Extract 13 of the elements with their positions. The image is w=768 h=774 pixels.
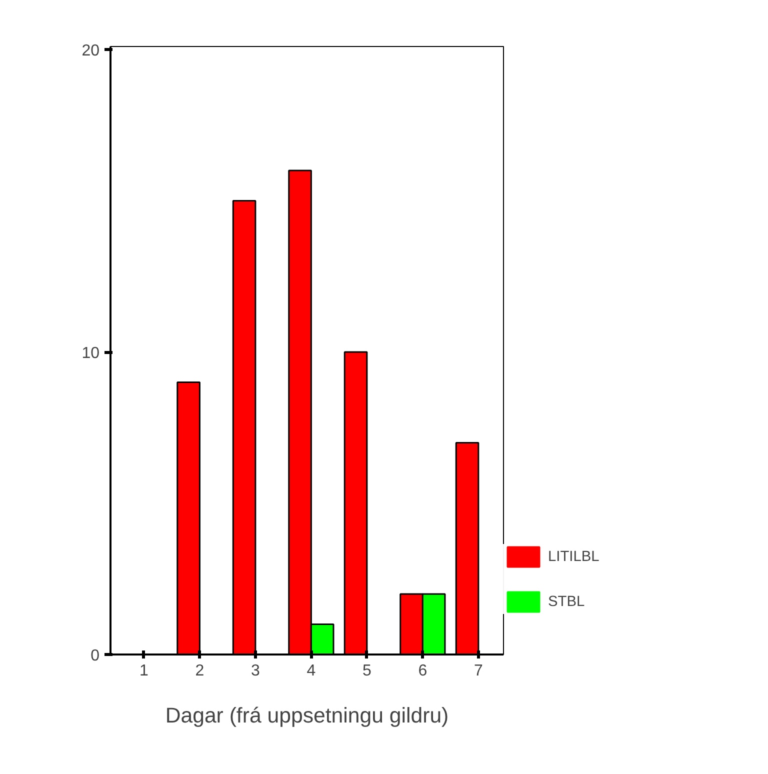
legend-label: STBL: [548, 594, 585, 610]
x-tick-label: 5: [362, 662, 372, 680]
x-tick-label: 4: [306, 662, 316, 680]
x-axis-title: Dagar (frá uppsetningu gildru): [165, 704, 449, 728]
x-tick-label: 6: [418, 662, 428, 680]
x-tick-label: 1: [140, 662, 148, 680]
x-tick-label: 7: [474, 662, 483, 680]
y-tick-label: 10: [82, 345, 100, 362]
y-tick-label: 0: [90, 648, 100, 664]
legend-label: LITILBL: [548, 548, 600, 564]
x-tick-label: 3: [250, 662, 260, 680]
x-tick-label: 2: [195, 662, 204, 680]
y-tick-label: 20: [82, 42, 100, 60]
